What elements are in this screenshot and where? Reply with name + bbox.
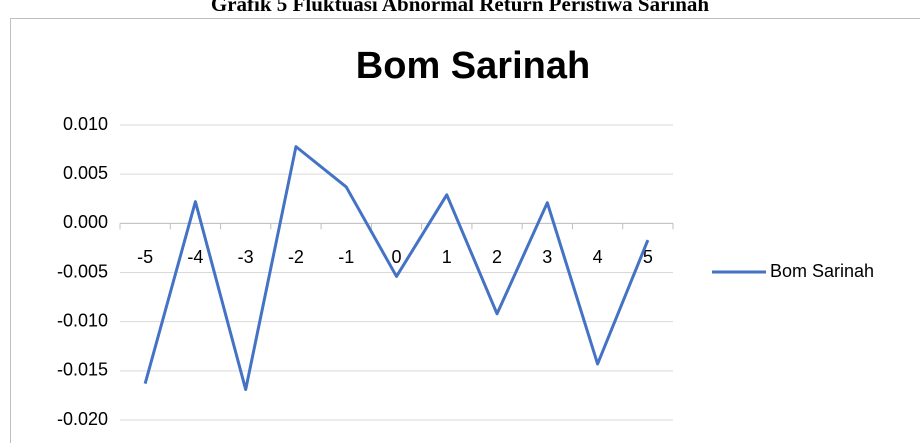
chart-title: Bom Sarinah — [356, 45, 590, 87]
x-tick-label: 2 — [492, 247, 502, 267]
y-tick-label: 0.005 — [63, 163, 108, 183]
y-tick-label: -0.020 — [57, 409, 108, 429]
x-tick-label: 1 — [442, 247, 452, 267]
x-tick-label: -2 — [288, 247, 304, 267]
caption: Grafik 5 Fluktuasi Abnormal Return Peris… — [211, 0, 710, 16]
y-tick-label: 0.010 — [63, 114, 108, 134]
x-tick-label: -5 — [137, 247, 153, 267]
y-tick-label: -0.010 — [57, 310, 108, 330]
legend-label: Bom Sarinah — [770, 261, 874, 281]
x-tick-label: 3 — [542, 247, 552, 267]
y-tick-label: 0.000 — [63, 212, 108, 232]
x-tick-label: -3 — [238, 247, 254, 267]
x-tick-label: -1 — [338, 247, 354, 267]
y-tick-label: -0.005 — [57, 261, 108, 281]
x-tick-label: -4 — [187, 247, 203, 267]
x-tick-label: 4 — [593, 247, 603, 267]
line-series — [145, 147, 648, 390]
x-tick-label: 0 — [391, 247, 401, 267]
y-tick-label: -0.015 — [57, 360, 108, 380]
